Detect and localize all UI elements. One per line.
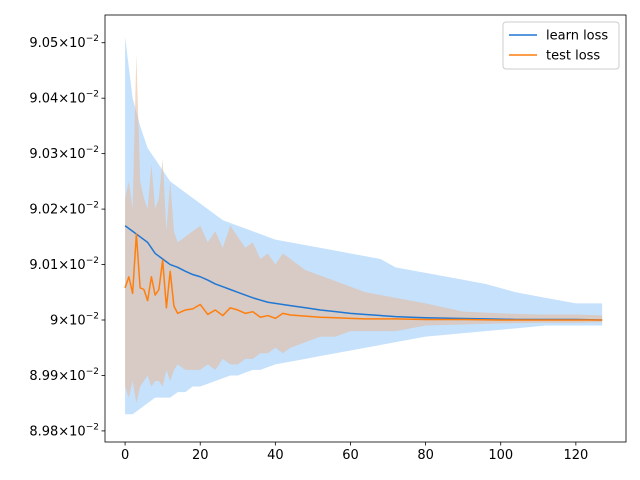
test-loss-line [124, 233, 603, 321]
learn-loss-line [124, 225, 603, 321]
x-tick-label: 120 [563, 448, 588, 463]
y-tick-label: 9×10−2 [50, 312, 99, 329]
y-tick-label: 9.04×10−2 [29, 90, 99, 107]
x-tick-label: 20 [192, 448, 209, 463]
y-tick-label: 9.03×10−2 [29, 145, 99, 162]
series-lines [124, 225, 603, 321]
x-tick-label: 100 [488, 448, 513, 463]
legend-label-learn-loss: learn loss [546, 29, 608, 44]
x-axis: 0 20 40 60 80 100 120 [121, 442, 588, 463]
legend: learn loss test loss [502, 21, 620, 70]
plot-frame [104, 14, 627, 443]
x-tick-label: 80 [417, 448, 434, 463]
y-axis: 8.98×10−2 8.99×10−2 9×10−2 9.01×10−2 9.02×10… [29, 34, 105, 439]
y-tick-label: 9.01×10−2 [29, 256, 99, 273]
y-tick-label: 9.05×10−2 [29, 34, 99, 51]
x-tick-label: 40 [267, 448, 284, 463]
x-tick-label: 0 [121, 448, 129, 463]
y-tick-label: 8.98×10−2 [29, 422, 99, 439]
confidence-bands [125, 37, 603, 415]
x-tick-label: 60 [342, 448, 359, 463]
legend-box [502, 21, 620, 70]
test-loss-band [125, 53, 603, 404]
y-tick-label: 8.99×10−2 [29, 367, 99, 384]
y-tick-label: 9.02×10−2 [29, 201, 99, 218]
legend-label-test-loss: test loss [546, 49, 600, 64]
